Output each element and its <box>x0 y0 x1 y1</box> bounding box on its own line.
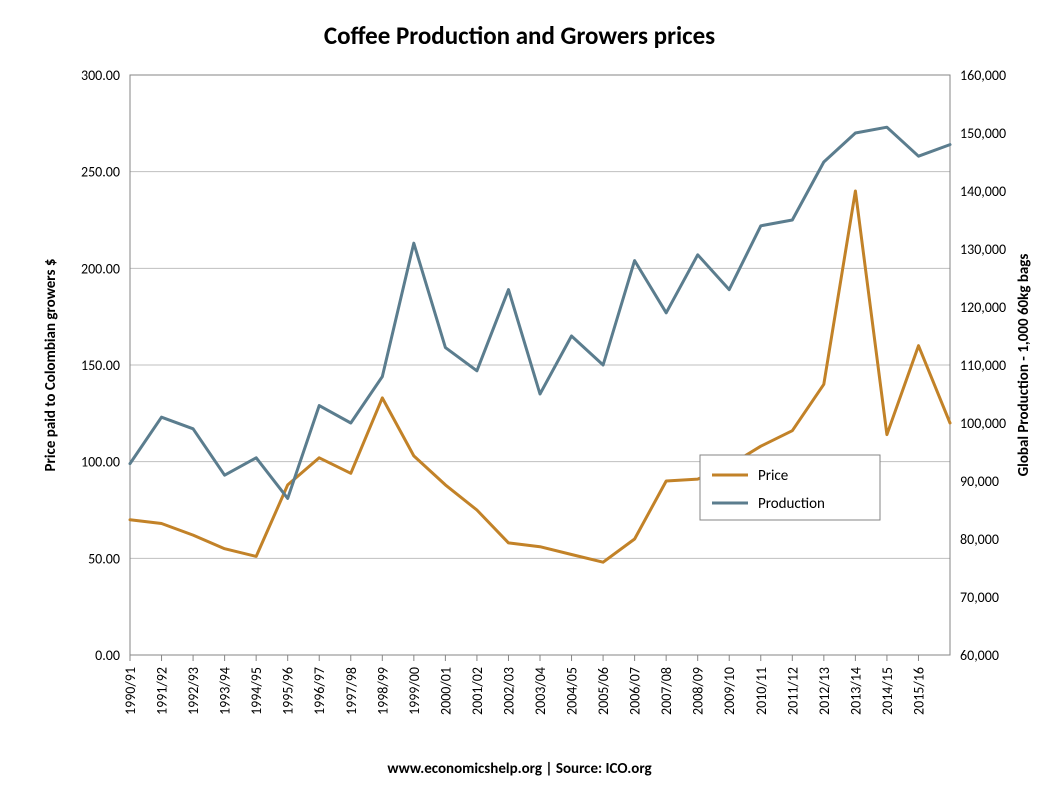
y-right-tick-label: 100,000 <box>960 415 1006 432</box>
x-tick-label: 2013/14 <box>847 667 864 715</box>
x-tick-label: 2006/07 <box>627 667 644 715</box>
x-tick-label: 2010/11 <box>753 667 770 715</box>
x-tick-label: 2008/09 <box>690 667 707 715</box>
y-left-tick-label: 0.00 <box>95 647 120 664</box>
y-left-tick-label: 250.00 <box>81 164 120 181</box>
x-tick-label: 2004/05 <box>564 667 581 715</box>
x-tick-label: 2005/06 <box>595 667 612 715</box>
x-tick-label: 1994/95 <box>248 667 265 715</box>
x-tick-label: 1993/94 <box>217 667 234 715</box>
y-right-tick-label: 110,000 <box>960 357 1006 374</box>
y-right-tick-label: 90,000 <box>960 473 999 490</box>
x-tick-label: 2000/01 <box>437 667 454 715</box>
y-left-tick-label: 100.00 <box>81 454 120 471</box>
x-tick-label: 1991/92 <box>154 667 171 715</box>
y-left-tick-label: 50.00 <box>88 550 120 567</box>
y-right-axis-label: Global Production - 1,000 60kg bags <box>1015 254 1033 477</box>
x-tick-label: 2014/15 <box>879 667 896 715</box>
y-right-tick-label: 130,000 <box>960 241 1006 258</box>
y-right-tick-label: 70,000 <box>960 589 999 606</box>
chart-container: Coffee Production and Growers prices 0.0… <box>0 0 1039 796</box>
chart-svg: 0.00 50.00 100.00 150.00 200.00 250.00 300.00 6… <box>0 0 1039 796</box>
x-tick-label: 2011/12 <box>784 667 801 715</box>
x-tick-label: 1992/93 <box>185 667 202 715</box>
y-left-tick-label: 200.00 <box>81 260 120 277</box>
x-tick-label: 2007/08 <box>658 667 675 715</box>
x-tick-label: 2012/13 <box>816 667 833 715</box>
y-right-tick-label: 140,000 <box>960 183 1006 200</box>
x-tick-label: 1995/96 <box>280 667 297 715</box>
legend-label-price: Price <box>758 467 788 485</box>
x-tick-label: 1997/98 <box>343 667 360 715</box>
x-tick-label: 2003/04 <box>532 667 549 715</box>
legend-label-production: Production <box>758 495 825 513</box>
y-right-tick-label: 80,000 <box>960 531 999 548</box>
y-left-tick-label: 150.00 <box>81 357 120 374</box>
x-tick-label: 2009/10 <box>721 667 738 715</box>
y-right-tick-label: 160,000 <box>960 67 1006 84</box>
series-line-production <box>130 127 950 498</box>
y-right-tick-label: 120,000 <box>960 299 1006 316</box>
x-tick-label: 2015/16 <box>910 667 927 715</box>
x-tick-label: 1998/99 <box>374 667 391 715</box>
y-right-tick-label: 60,000 <box>960 647 999 664</box>
x-tick-label: 2002/03 <box>500 667 517 715</box>
y-right-tick-label: 150,000 <box>960 125 1006 142</box>
x-tick-label: 1999/00 <box>406 667 423 715</box>
chart-footer: www.economicshelp.org | Source: ICO.org <box>0 760 1039 778</box>
x-tick-label: 1996/97 <box>311 667 328 715</box>
y-left-tick-label: 300.00 <box>81 67 120 84</box>
y-left-axis-label: Price paid to Colombian growers $ <box>42 259 60 472</box>
x-tick-label: 1990/91 <box>122 667 139 715</box>
x-tick-label: 2001/02 <box>469 667 486 715</box>
